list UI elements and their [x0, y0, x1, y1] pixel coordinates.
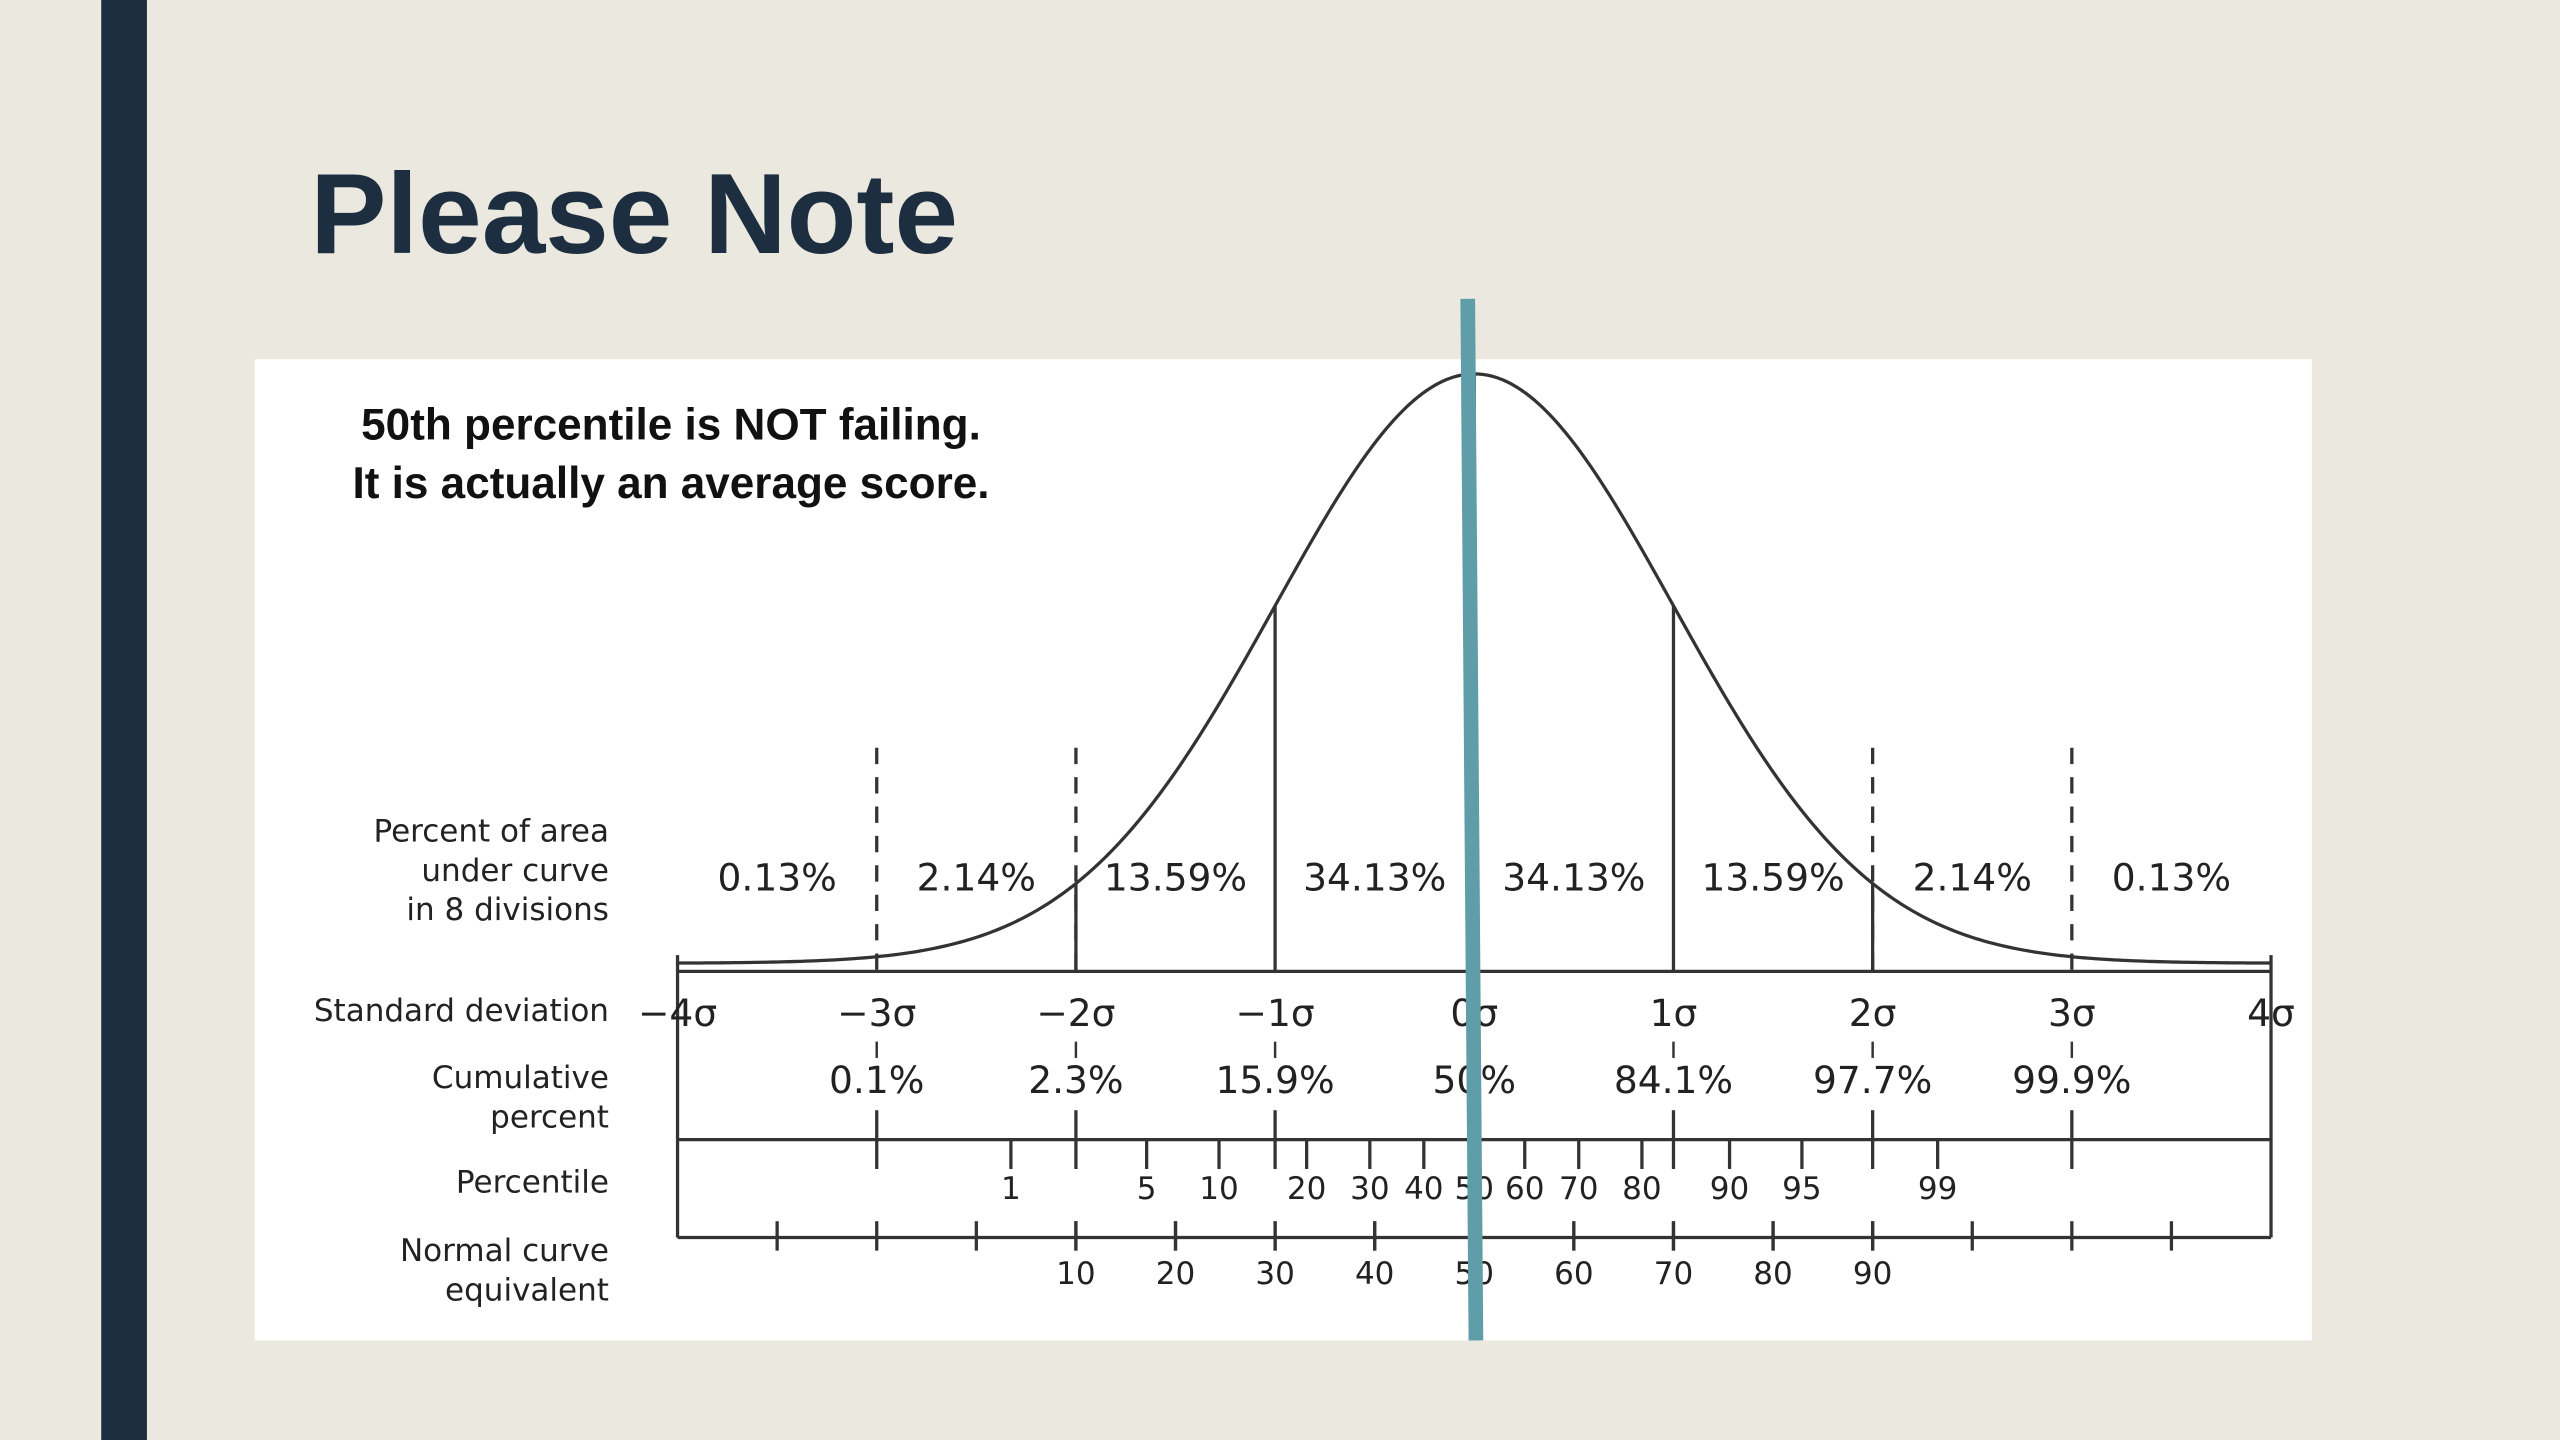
note-line: 50th percentile is NOT failing. — [361, 400, 981, 449]
cumulative-percent: 15.9% — [1215, 1058, 1334, 1102]
note-line: It is actually an average score. — [353, 459, 990, 508]
area-percent: 13.59% — [1701, 855, 1844, 899]
area-percent: 2.14% — [1913, 855, 2032, 899]
percentile-label: 70 — [1559, 1171, 1598, 1207]
cumulative-percent: 99.9% — [2012, 1058, 2131, 1102]
percentile-label: 80 — [1622, 1171, 1661, 1207]
percentile-label: 10 — [1199, 1171, 1238, 1207]
sigma-label: −4σ — [638, 991, 717, 1035]
nce-label: 30 — [1255, 1256, 1294, 1292]
nce-label: 20 — [1156, 1256, 1195, 1292]
row-label: percent — [490, 1099, 609, 1135]
nce-label: 80 — [1753, 1256, 1792, 1292]
cumulative-percent: 84.1% — [1614, 1058, 1733, 1102]
nce-label: 60 — [1554, 1256, 1593, 1292]
row-label: in 8 divisions — [406, 892, 609, 928]
percentile-label: 90 — [1710, 1171, 1749, 1207]
row-label: under curve — [421, 853, 609, 889]
percentile-label: 99 — [1918, 1171, 1957, 1207]
percentile-label: 40 — [1404, 1171, 1443, 1207]
sigma-label: −2σ — [1036, 991, 1115, 1035]
percentile-label: 20 — [1287, 1171, 1326, 1207]
left-bar — [101, 0, 147, 1440]
diagram-panel — [254, 359, 2312, 1341]
cumulative-percent: 97.7% — [1813, 1058, 1932, 1102]
sigma-label: −3σ — [837, 991, 916, 1035]
percentile-label: 60 — [1505, 1171, 1544, 1207]
area-percent: 0.13% — [718, 855, 837, 899]
row-label: equivalent — [445, 1272, 609, 1308]
area-percent: 34.13% — [1303, 855, 1446, 899]
area-percent: 0.13% — [2112, 855, 2231, 899]
nce-label: 90 — [1853, 1256, 1892, 1292]
row-label: Percent of area — [373, 814, 608, 850]
percentile-label: 95 — [1782, 1171, 1821, 1207]
nce-label: 40 — [1355, 1256, 1394, 1292]
nce-label: 10 — [1056, 1256, 1095, 1292]
cumulative-percent: 0.1% — [829, 1058, 924, 1102]
percentile-label: 1 — [1001, 1171, 1021, 1207]
sigma-label: −1σ — [1236, 991, 1315, 1035]
row-label: Normal curve — [400, 1233, 609, 1269]
sigma-label: 4σ — [2247, 991, 2295, 1035]
nce-label: 70 — [1654, 1256, 1693, 1292]
sigma-label: 3σ — [2048, 991, 2096, 1035]
area-percent: 13.59% — [1104, 855, 1247, 899]
row-label: Cumulative — [432, 1060, 609, 1096]
sigma-label: 2σ — [1849, 991, 1897, 1035]
sigma-label: 1σ — [1650, 991, 1698, 1035]
percentile-label: 30 — [1350, 1171, 1389, 1207]
marker-line — [1460, 298, 1484, 1341]
percentile-label: 5 — [1137, 1171, 1157, 1207]
area-percent: 34.13% — [1502, 855, 1645, 899]
cumulative-percent: 2.3% — [1028, 1058, 1123, 1102]
area-percent: 2.14% — [917, 855, 1036, 899]
row-label: Standard deviation — [314, 993, 609, 1029]
row-label: Percentile — [456, 1165, 609, 1201]
title: Please Note — [310, 151, 958, 278]
